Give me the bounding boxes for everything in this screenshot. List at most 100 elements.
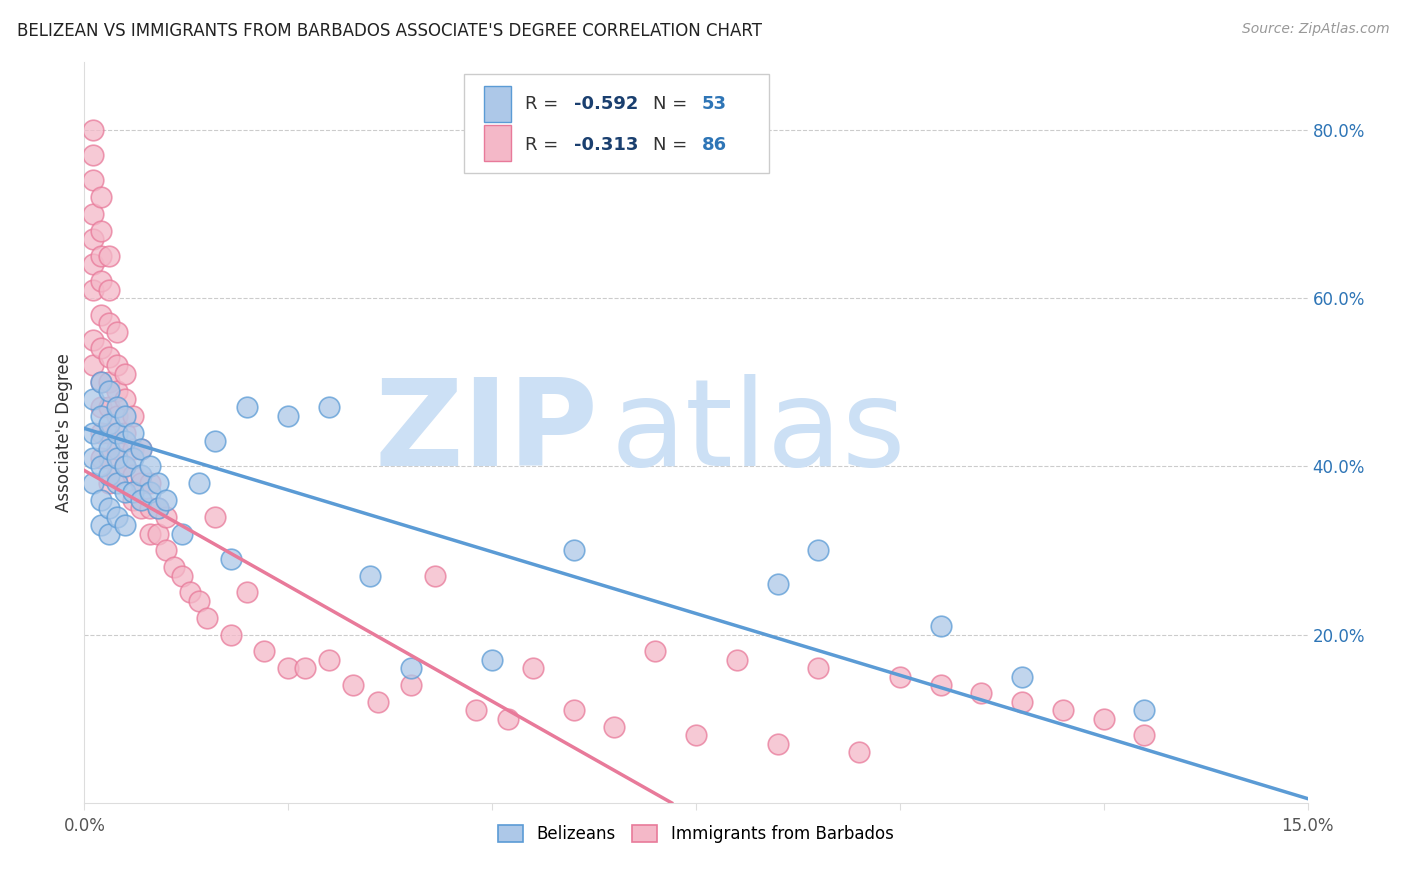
Point [82, 476, 104, 491]
Point [155, 492, 177, 507]
Point [97, 526, 120, 541]
Point [1011, 695, 1033, 709]
Point [82, 359, 104, 373]
Point [97, 316, 120, 330]
Point [82, 173, 104, 187]
Point [82, 257, 104, 271]
Point [187, 476, 209, 491]
Text: N =: N = [654, 136, 693, 154]
Text: 53: 53 [702, 95, 727, 113]
Point [1092, 712, 1115, 726]
Point [1133, 703, 1156, 717]
Point [277, 409, 299, 423]
Point [90, 308, 112, 322]
Point [498, 712, 520, 726]
Point [90, 224, 112, 238]
Point [97, 401, 120, 415]
Point [82, 333, 104, 347]
Point [90, 375, 112, 389]
Point [90, 492, 112, 507]
Point [187, 594, 209, 608]
Text: 86: 86 [702, 136, 727, 154]
Point [105, 442, 128, 457]
Legend: Belizeans, Immigrants from Barbados: Belizeans, Immigrants from Barbados [492, 819, 900, 850]
Point [114, 367, 136, 381]
Y-axis label: Associate's Degree: Associate's Degree [55, 353, 73, 512]
Point [131, 442, 153, 457]
Point [219, 551, 242, 566]
Point [105, 401, 128, 415]
Point [97, 501, 120, 516]
Point [179, 585, 201, 599]
Point [105, 467, 128, 482]
Point [90, 450, 112, 465]
Point [929, 619, 952, 633]
Point [367, 695, 389, 709]
Point [114, 459, 136, 474]
Text: Source: ZipAtlas.com: Source: ZipAtlas.com [1241, 22, 1389, 37]
Point [131, 476, 153, 491]
Point [146, 501, 169, 516]
Point [318, 401, 340, 415]
Point [97, 350, 120, 364]
Point [105, 425, 128, 440]
Point [146, 501, 169, 516]
Text: N =: N = [654, 95, 693, 113]
Point [114, 518, 136, 533]
FancyBboxPatch shape [464, 73, 769, 173]
Point [122, 484, 145, 499]
Point [807, 543, 830, 558]
Point [253, 644, 276, 658]
Point [82, 207, 104, 221]
Point [644, 644, 666, 658]
Point [90, 342, 112, 356]
Point [90, 434, 112, 448]
Point [195, 610, 218, 624]
Point [82, 122, 104, 136]
Point [114, 425, 136, 440]
Point [97, 425, 120, 440]
Point [122, 450, 145, 465]
Point [97, 384, 120, 398]
Point [342, 678, 364, 692]
Point [155, 543, 177, 558]
Point [105, 384, 128, 398]
Point [122, 442, 145, 457]
Text: R =: R = [524, 136, 564, 154]
Point [138, 501, 160, 516]
Point [82, 392, 104, 406]
Point [138, 484, 160, 499]
Point [131, 492, 153, 507]
Point [562, 703, 585, 717]
Text: -0.592: -0.592 [574, 95, 638, 113]
Text: BELIZEAN VS IMMIGRANTS FROM BARBADOS ASSOCIATE'S DEGREE CORRELATION CHART: BELIZEAN VS IMMIGRANTS FROM BARBADOS ASS… [17, 22, 762, 40]
Point [122, 467, 145, 482]
Point [807, 661, 830, 675]
Point [172, 526, 194, 541]
Point [90, 425, 112, 440]
Point [359, 568, 381, 582]
Point [146, 476, 169, 491]
Text: -0.313: -0.313 [574, 136, 638, 154]
Point [105, 359, 128, 373]
Point [90, 459, 112, 474]
Point [1133, 729, 1156, 743]
Point [114, 434, 136, 448]
Point [97, 375, 120, 389]
Point [204, 434, 226, 448]
Point [90, 274, 112, 288]
Point [90, 409, 112, 423]
Point [204, 509, 226, 524]
Point [90, 401, 112, 415]
Point [970, 686, 993, 700]
Point [114, 459, 136, 474]
Point [82, 425, 104, 440]
Point [481, 653, 503, 667]
Point [318, 653, 340, 667]
Point [105, 325, 128, 339]
Point [1052, 703, 1074, 717]
Point [90, 249, 112, 263]
Point [562, 543, 585, 558]
Point [122, 409, 145, 423]
Point [122, 492, 145, 507]
